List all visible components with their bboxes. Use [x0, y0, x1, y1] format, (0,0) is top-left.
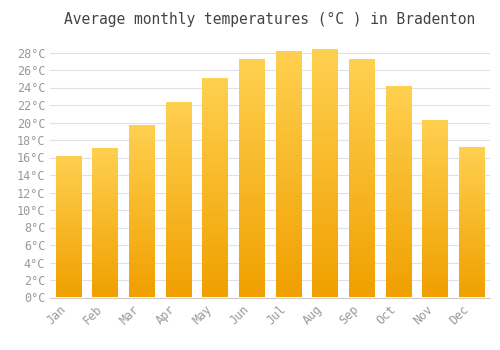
Title: Average monthly temperatures (°C ) in Bradenton: Average monthly temperatures (°C ) in Br…: [64, 12, 476, 27]
